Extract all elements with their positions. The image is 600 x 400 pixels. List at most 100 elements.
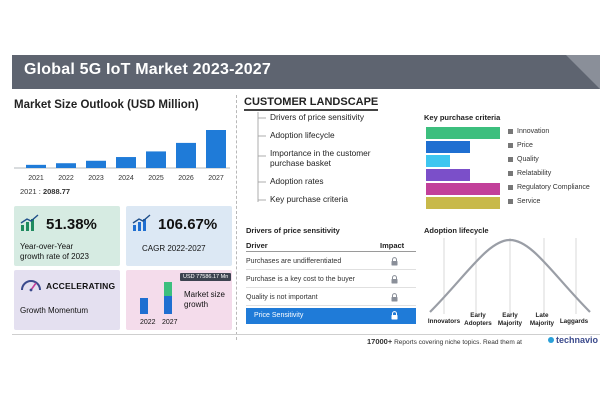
header-banner: Global 5G IoT Market 2023-2027 (12, 55, 600, 89)
market-size-title: Market Size Outlook (USD Million) (14, 99, 199, 111)
driver-text: Quality is not important (246, 294, 318, 301)
cl-item-price-sensitivity: Drivers of price sensitivity (270, 112, 365, 122)
stage-early-adopters: Early Adopters (458, 312, 498, 327)
kpc-legend-item: Quality (508, 156, 539, 163)
kpc-legend-label: Price (517, 142, 533, 149)
stage-label: Early (470, 312, 486, 319)
footer-rule (12, 334, 600, 335)
bar-2022 (56, 163, 76, 168)
stage-label-2: Majority (529, 319, 555, 327)
cagr-value: 106.67% (158, 216, 218, 233)
speedometer-icon (21, 280, 41, 292)
x-tick-label: 2024 (118, 175, 134, 182)
size-year-2027: 2027 (162, 319, 178, 326)
drivers-price-sensitivity-title: Drivers of price sensitivity (246, 226, 340, 235)
customer-landscape-connector (257, 112, 266, 202)
panel-divider (236, 95, 237, 340)
yoy-growth-label-2: growth rate of 2023 (20, 252, 89, 261)
kpc-bar-regulatory-compliance (426, 183, 500, 195)
stage-label: Early (502, 312, 518, 319)
base-year-label: 2021 : (20, 187, 41, 196)
bar-2021 (26, 164, 46, 168)
kpc-bar-service (426, 197, 500, 209)
size-bar-2022 (140, 298, 148, 314)
market-size-bar-chart: 2021 2022 2023 2024 2025 2026 2027 (14, 130, 230, 182)
kpc-legend-item: Regulatory Compliance (508, 184, 590, 191)
stage-label: Late (535, 312, 549, 319)
stage-late-majority: Late Majority (522, 312, 562, 327)
size-growth-label-1: Market size (184, 290, 225, 299)
table-row: Purchase is a key cost to the buyer (246, 272, 416, 288)
x-tick-label: 2021 (28, 175, 44, 182)
lock-icon (391, 293, 398, 302)
kpc-legend-label: Quality (517, 156, 539, 163)
legend-square-icon (508, 198, 513, 204)
base-year-amount: 2088.77 (42, 187, 71, 196)
yoy-growth-value: 51.38% (46, 216, 97, 233)
kpc-legend-label: Regulatory Compliance (517, 184, 590, 191)
cl-item-importance: Importance in the customer (270, 148, 371, 158)
driver-text: Purchase is a key cost to the buyer (246, 276, 355, 283)
cl-item-key-criteria: Key purchase criteria (270, 194, 348, 204)
stage-label: Laggards (559, 318, 589, 325)
bar-2024 (116, 157, 136, 168)
kpc-legend-item: Service (508, 198, 540, 205)
stage-laggards: Laggards (554, 318, 594, 326)
kpc-bar-innovation (426, 127, 500, 139)
lock-icon (391, 275, 398, 284)
technavio-logo[interactable]: technavio (548, 335, 598, 345)
momentum-status: ACCELERATING (46, 281, 116, 291)
size-year-2022: 2022 (140, 319, 156, 326)
base-year-value: 2021 : 2088.77 (20, 187, 70, 196)
size-bar-2027-top (164, 282, 172, 296)
momentum-label: Growth Momentum (20, 306, 89, 315)
stage-early-majority: Early Majority (490, 312, 530, 327)
cagr-chart-icon (132, 214, 151, 231)
yoy-growth-label-1: Year-over-Year (20, 242, 74, 251)
x-tick-label: 2027 (208, 175, 224, 182)
lock-icon (391, 257, 398, 266)
stage-innovators: Innovators (424, 318, 464, 326)
table-row: Purchases are undifferentiated (246, 254, 416, 270)
x-tick-label: 2025 (148, 175, 164, 182)
size-growth-badge: USD 77586.17 Mn (180, 273, 232, 281)
stage-label-2: Majority (497, 319, 523, 327)
stage-label: Innovators (427, 318, 461, 325)
header-corner-fold (566, 55, 600, 89)
market-size-panel: Market Size Outlook (USD Million) 2021 20… (12, 89, 238, 341)
driver-text: Purchases are undifferentiated (246, 258, 342, 265)
lock-icon (391, 311, 398, 320)
market-size-growth-card: USD 77586.17 Mn 2022 2027 Market size gr… (126, 270, 232, 330)
footer-note: 17000+ Reports covering niche topics. Re… (367, 337, 522, 346)
stage-label-2: Adopters (464, 319, 492, 327)
bar-2027 (206, 130, 226, 168)
kpc-legend-label: Service (517, 198, 541, 205)
table-row-highlighted: Price Sensitivity (246, 308, 416, 324)
size-bar-2027 (164, 296, 172, 314)
kpc-bar-quality (426, 155, 450, 167)
growth-chart-icon (20, 214, 39, 231)
legend-square-icon (508, 128, 513, 134)
table-row: Quality is not important (246, 290, 416, 306)
kpc-legend-label: Relatability (517, 170, 552, 177)
brand-name: technavio (556, 335, 599, 345)
x-tick-label: 2022 (58, 175, 74, 182)
customer-landscape-title: CUSTOMER LANDSCAPE (244, 96, 379, 111)
legend-square-icon (508, 142, 513, 148)
kpc-legend-item: Innovation (508, 128, 549, 135)
yoy-growth-card: 51.38% Year-over-Year growth rate of 202… (14, 206, 120, 266)
bar-2023 (86, 160, 106, 168)
kpc-legend-item: Relatability (508, 170, 551, 177)
adoption-lifecycle-curve (429, 238, 591, 314)
driver-column-header: Driver (246, 241, 268, 250)
legend-square-icon (508, 184, 513, 190)
size-growth-label-2: growth (184, 300, 209, 309)
kpc-legend-item: Price (508, 142, 533, 149)
legend-square-icon (508, 170, 513, 176)
footer-text: Reports covering niche topics. Read them… (394, 339, 522, 346)
impact-column-header: Impact (380, 241, 405, 250)
cl-item-importance-2: purchase basket (270, 158, 331, 168)
kpc-bar-price (426, 141, 471, 153)
key-purchase-criteria-chart (426, 127, 502, 211)
bar-2025 (146, 151, 166, 168)
